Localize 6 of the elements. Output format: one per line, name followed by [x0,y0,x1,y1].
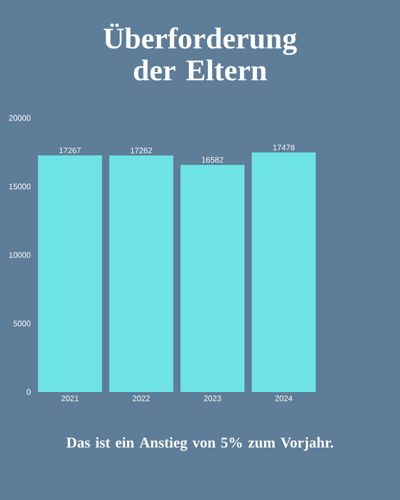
bar [38,155,102,392]
bar [109,156,174,392]
chart-title: Überforderung der Eltern [104,23,297,81]
bar [180,164,244,392]
text: Das ist ein Anstieg von 5% zum Vorjahr. [66,437,334,451]
bar [252,152,316,392]
